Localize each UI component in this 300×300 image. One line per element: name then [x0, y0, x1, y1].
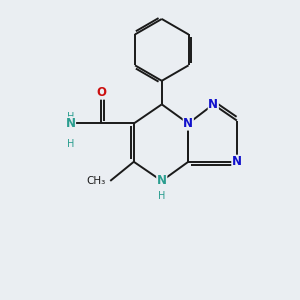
- Text: N: N: [232, 155, 242, 168]
- Text: O: O: [96, 86, 106, 99]
- Text: H: H: [67, 139, 74, 149]
- Text: N: N: [65, 117, 76, 130]
- Text: CH₃: CH₃: [87, 176, 106, 186]
- Text: N: N: [157, 174, 167, 188]
- Text: H: H: [158, 191, 166, 201]
- Text: N: N: [183, 117, 193, 130]
- Text: H: H: [67, 112, 74, 122]
- Text: N: N: [208, 98, 218, 111]
